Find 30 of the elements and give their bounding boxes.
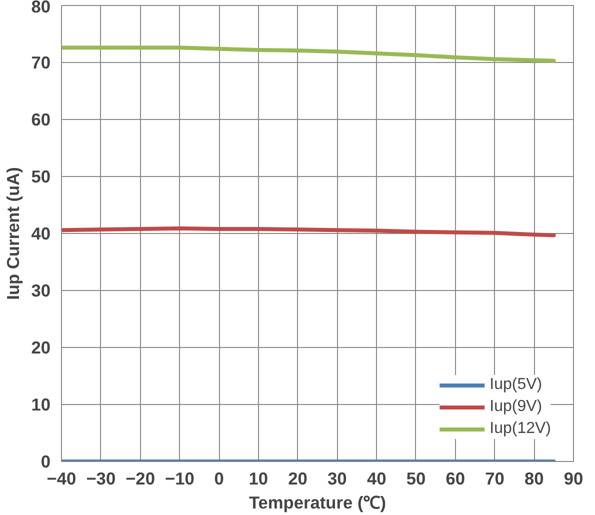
x-axis-title: Temperature (℃): [248, 492, 386, 512]
x-tick-label: −10: [164, 468, 194, 488]
y-tick-label: 70: [31, 52, 51, 72]
y-axis-title: Iup Current (uA): [3, 167, 24, 300]
x-tick-label: −40: [46, 468, 76, 488]
y-tick-label: 60: [31, 110, 51, 130]
legend-label: Iup(5V): [490, 376, 542, 394]
x-tick-label: −30: [86, 468, 116, 488]
legend-label: Iup(9V): [490, 398, 542, 416]
x-tick-label: 20: [288, 468, 308, 488]
x-tick-label: 0: [214, 468, 224, 488]
x-tick-label: 80: [524, 468, 544, 488]
y-tick-label: 10: [31, 394, 51, 414]
x-tick-label: 60: [446, 468, 465, 488]
x-tick-label: 30: [328, 468, 347, 488]
line-series: [62, 46, 556, 63]
x-tick-label: −20: [126, 468, 155, 488]
line-series: [62, 226, 556, 238]
x-tick-label: 70: [485, 468, 504, 488]
y-tick-label: 40: [31, 224, 51, 244]
y-tick-label: 50: [31, 166, 51, 186]
y-tick-label: 30: [31, 280, 51, 300]
y-tick-label: 80: [31, 0, 51, 16]
x-tick-label: 90: [564, 468, 584, 488]
y-tick-label: 0: [40, 452, 51, 472]
y-tick-label: 20: [31, 338, 51, 358]
x-tick-label: 10: [248, 468, 268, 488]
x-tick-label: 40: [366, 468, 386, 488]
legend-label: Iup(12V): [490, 420, 551, 438]
x-tick-label: 50: [406, 468, 426, 488]
